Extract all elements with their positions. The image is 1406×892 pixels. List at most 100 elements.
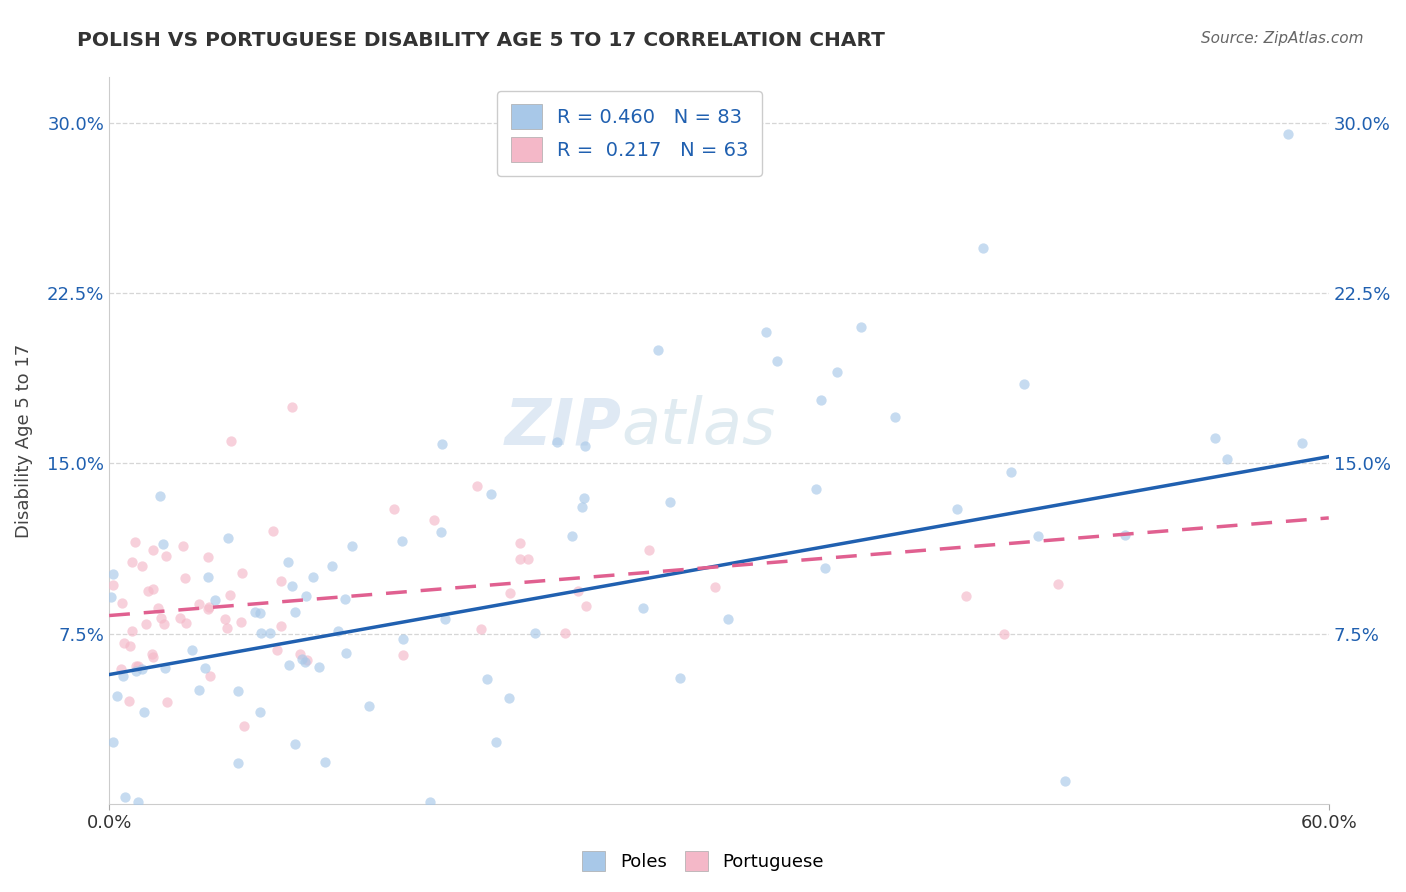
Point <box>198 669 221 683</box>
Point <box>827 365 849 379</box>
Point <box>112 669 135 683</box>
Point <box>262 524 284 538</box>
Point <box>321 559 343 574</box>
Point <box>328 624 350 638</box>
Point <box>125 659 148 673</box>
Point <box>433 612 456 626</box>
Point <box>647 343 669 357</box>
Point <box>214 612 236 626</box>
Point <box>392 632 415 647</box>
Point <box>813 561 835 575</box>
Point <box>101 566 124 581</box>
Point <box>153 616 176 631</box>
Point <box>174 616 197 631</box>
Point <box>423 513 446 527</box>
Point <box>946 502 969 516</box>
Point <box>703 580 725 594</box>
Point <box>146 601 169 615</box>
Point <box>574 439 596 453</box>
Point <box>1047 577 1070 591</box>
Point <box>149 611 172 625</box>
Point <box>391 534 413 549</box>
Point <box>575 599 598 614</box>
Point <box>219 434 242 448</box>
Point <box>121 555 143 569</box>
Point <box>226 756 249 771</box>
Point <box>658 495 681 509</box>
Point <box>509 551 531 566</box>
Point <box>1053 774 1076 789</box>
Point <box>479 487 502 501</box>
Point <box>118 639 141 653</box>
Point <box>498 691 520 706</box>
Point <box>972 241 994 255</box>
Point <box>302 570 325 584</box>
Point <box>475 673 498 687</box>
Point <box>101 578 124 592</box>
Point <box>112 636 135 650</box>
Point <box>217 621 239 635</box>
Point <box>430 525 453 540</box>
Point <box>231 566 253 580</box>
Point <box>127 795 149 809</box>
Point <box>1026 529 1049 543</box>
Point <box>110 662 132 676</box>
Point <box>509 535 531 549</box>
Point <box>851 320 873 334</box>
Point <box>250 626 273 640</box>
Point <box>499 586 522 600</box>
Point <box>1000 466 1022 480</box>
Point <box>204 593 226 607</box>
Point <box>142 649 165 664</box>
Point <box>804 482 827 496</box>
Point <box>1216 451 1239 466</box>
Point <box>249 606 271 620</box>
Point <box>141 648 163 662</box>
Point <box>105 689 128 703</box>
Point <box>101 735 124 749</box>
Point <box>125 665 148 679</box>
Point <box>226 683 249 698</box>
Point <box>100 590 122 604</box>
Point <box>169 610 191 624</box>
Point <box>233 718 256 732</box>
Point <box>470 622 492 636</box>
Point <box>172 540 194 554</box>
Point <box>1204 431 1226 445</box>
Point <box>291 652 314 666</box>
Point <box>259 626 281 640</box>
Point <box>249 705 271 719</box>
Legend: R = 0.460   N = 83, R =  0.217   N = 63: R = 0.460 N = 83, R = 0.217 N = 63 <box>496 91 762 176</box>
Point <box>266 643 288 657</box>
Point <box>155 549 177 563</box>
Point <box>218 588 240 602</box>
Point <box>1277 127 1299 141</box>
Point <box>281 400 304 414</box>
Point <box>281 579 304 593</box>
Point <box>517 551 540 566</box>
Point <box>124 534 146 549</box>
Point <box>198 600 221 615</box>
Point <box>131 662 153 676</box>
Point <box>294 655 316 669</box>
Point <box>314 755 336 769</box>
Point <box>134 705 156 719</box>
Point <box>288 647 311 661</box>
Point <box>633 600 655 615</box>
Point <box>419 795 441 809</box>
Point <box>110 596 132 610</box>
Point <box>283 738 305 752</box>
Point <box>571 500 593 515</box>
Point <box>187 683 209 698</box>
Point <box>229 615 252 629</box>
Point <box>335 591 357 606</box>
Y-axis label: Disability Age 5 to 17: Disability Age 5 to 17 <box>15 343 32 538</box>
Point <box>173 571 195 585</box>
Point <box>567 584 589 599</box>
Point <box>554 625 576 640</box>
Point <box>114 789 136 804</box>
Point <box>523 626 546 640</box>
Point <box>884 409 907 424</box>
Point <box>637 542 659 557</box>
Point <box>194 661 217 675</box>
